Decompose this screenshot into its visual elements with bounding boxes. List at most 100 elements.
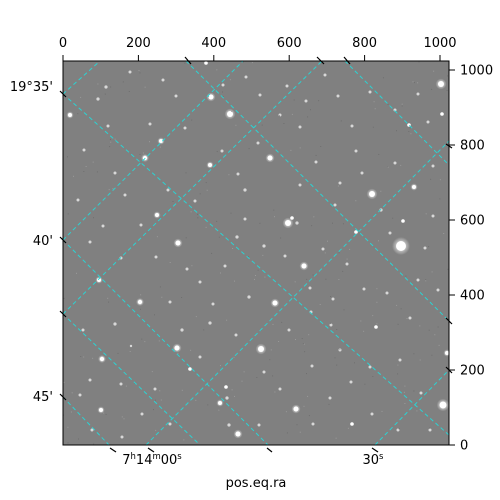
- star: [345, 262, 349, 266]
- star: [208, 94, 214, 100]
- noise-speck: [92, 161, 94, 163]
- noise-speck: [308, 334, 310, 336]
- grid-edge-tick: [316, 56, 325, 65]
- star: [267, 155, 273, 161]
- noise-speck: [392, 217, 394, 219]
- star: [139, 223, 143, 227]
- star: [379, 208, 383, 212]
- noise-speck: [195, 316, 197, 318]
- noise-speck: [228, 174, 230, 176]
- noise-speck: [255, 275, 256, 276]
- star: [140, 412, 144, 416]
- star: [257, 423, 261, 427]
- star: [262, 244, 266, 248]
- star: [180, 328, 184, 332]
- noise-speck: [404, 403, 406, 404]
- noise-speck: [403, 391, 405, 393]
- noise-speck: [430, 178, 432, 180]
- grid-line: [63, 61, 244, 241]
- noise-speck: [347, 427, 349, 429]
- noise-speck: [294, 281, 296, 283]
- right-tick-label: 1000: [460, 64, 493, 79]
- noise-speck: [412, 81, 414, 83]
- noise-speck: [355, 200, 357, 202]
- star: [211, 302, 215, 306]
- noise-speck: [269, 359, 271, 361]
- noise-speck: [405, 275, 407, 277]
- noise-speck: [222, 96, 224, 98]
- star: [323, 73, 327, 77]
- noise-speck: [381, 410, 383, 412]
- noise-speck: [153, 409, 154, 411]
- noise-speck: [114, 138, 116, 140]
- noise-speck: [67, 156, 68, 158]
- noise-speck: [93, 443, 95, 445]
- star: [374, 325, 378, 329]
- star: [293, 406, 299, 412]
- noise-speck: [338, 252, 340, 254]
- star: [333, 203, 337, 207]
- noise-speck: [172, 201, 174, 202]
- star: [81, 328, 85, 332]
- noise-speck: [306, 373, 307, 375]
- star: [76, 198, 80, 202]
- star: [412, 185, 416, 189]
- noise-speck: [140, 308, 141, 310]
- noise-speck: [311, 225, 313, 227]
- noise-speck: [396, 304, 398, 306]
- noise-speck: [160, 399, 162, 401]
- noise-speck: [151, 371, 153, 373]
- noise-speck: [184, 62, 186, 64]
- grid-line: [63, 239, 269, 445]
- noise-speck: [121, 416, 123, 418]
- noise-speck: [380, 190, 382, 192]
- noise-speck: [191, 265, 193, 267]
- noise-speck: [285, 411, 287, 413]
- star: [243, 217, 247, 221]
- noise-speck: [73, 175, 74, 177]
- noise-speck: [274, 391, 276, 393]
- noise-speck: [70, 411, 72, 413]
- star: [174, 345, 180, 351]
- star: [278, 387, 282, 391]
- noise-speck: [243, 371, 245, 373]
- noise-speck: [308, 415, 310, 417]
- star: [416, 92, 420, 96]
- grid-edge-tick: [59, 310, 67, 318]
- noise-speck: [400, 308, 402, 310]
- right-tick-label: 200: [460, 364, 485, 379]
- noise-speck: [141, 338, 143, 340]
- star: [423, 246, 427, 250]
- star: [328, 396, 332, 400]
- noise-speck: [340, 120, 342, 122]
- noise-speck: [372, 315, 374, 317]
- noise-speck: [310, 109, 311, 111]
- noise-speck: [233, 356, 235, 358]
- noise-speck: [197, 217, 199, 219]
- coordinate-grid: [63, 61, 449, 445]
- noise-speck: [364, 383, 366, 385]
- star: [396, 241, 406, 251]
- noise-speck: [97, 83, 99, 85]
- star: [225, 396, 229, 400]
- noise-speck: [149, 141, 150, 143]
- noise-speck: [67, 213, 69, 215]
- noise-speck: [261, 124, 263, 126]
- noise-speck: [425, 213, 427, 215]
- star: [96, 97, 100, 101]
- star: [223, 264, 227, 268]
- noise-speck: [155, 429, 157, 431]
- grid-line: [63, 93, 449, 436]
- star: [428, 428, 432, 432]
- noise-speck: [325, 278, 327, 280]
- noise-speck: [231, 110, 233, 112]
- noise-speck: [242, 61, 244, 63]
- noise-speck: [140, 294, 142, 296]
- star: [235, 431, 241, 437]
- noise-speck: [71, 392, 73, 394]
- right-tick-label: 800: [460, 139, 485, 154]
- noise-speck: [315, 154, 317, 156]
- noise-speck: [335, 437, 337, 439]
- noise-speck: [67, 426, 69, 428]
